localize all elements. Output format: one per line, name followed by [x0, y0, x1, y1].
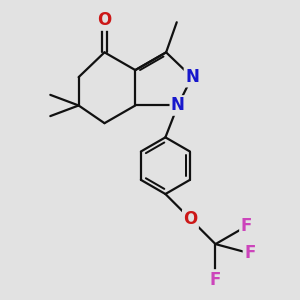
Text: N: N [171, 97, 185, 115]
Text: F: F [244, 244, 255, 262]
Text: N: N [185, 68, 199, 86]
Text: O: O [183, 210, 198, 228]
Text: F: F [241, 218, 252, 236]
Text: F: F [210, 271, 221, 289]
Text: O: O [98, 11, 112, 29]
